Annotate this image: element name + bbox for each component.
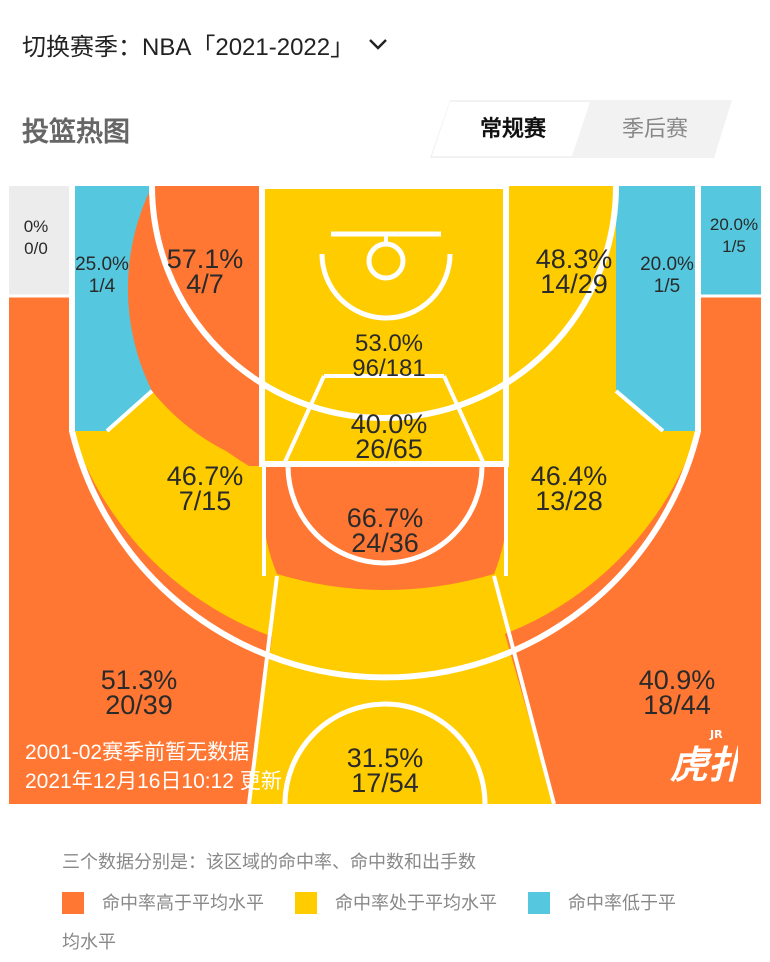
zone-made-att: 0/0 bbox=[24, 239, 48, 258]
legend-item-below: 命中率低于平 bbox=[528, 886, 676, 920]
legend-label-avg: 命中率处于平均水平 bbox=[335, 893, 498, 913]
zone-pct: 57.1% bbox=[166, 244, 244, 274]
season-selector[interactable]: 切换赛季：NBA「2021-2022」 bbox=[22, 26, 388, 62]
zone-pct: 46.7% bbox=[166, 461, 244, 491]
tab-playoffs[interactable]: 季后赛 bbox=[621, 116, 688, 141]
zone-pct: 25.0% bbox=[75, 254, 129, 275]
zone-pct: 48.3% bbox=[535, 244, 613, 274]
zone-free-throw-mid bbox=[263, 466, 508, 590]
update-time: 2021年12月16日10:12 更新 bbox=[25, 770, 282, 793]
zone-made-att: 96/181 bbox=[352, 355, 426, 382]
season-type-tabs: 常规赛 季后赛 bbox=[430, 100, 732, 158]
zone-made-att: 1/4 bbox=[88, 276, 116, 297]
hupu-logo: 虎扑 JR bbox=[670, 728, 738, 786]
tabs-background bbox=[430, 100, 732, 158]
zone-label-left-baseline-mid: 57.1% 4/7 bbox=[166, 244, 244, 299]
zone-label-right-corner-three: 20.0% 1/5 bbox=[710, 214, 758, 258]
svg-text:JR: JR bbox=[709, 728, 723, 741]
zone-made-att: 1/5 bbox=[722, 237, 746, 256]
zone-made-att: 26/65 bbox=[355, 434, 423, 464]
zone-made-att: 7/15 bbox=[178, 486, 232, 516]
zone-made-att: 13/28 bbox=[535, 486, 603, 516]
legend-swatch-above bbox=[62, 892, 84, 914]
chevron-down-icon bbox=[369, 39, 387, 50]
zone-pct: 31.5% bbox=[346, 743, 424, 773]
zone-pct: 46.4% bbox=[530, 461, 608, 491]
zone-label-right-baseline-mid: 48.3% 14/29 bbox=[535, 244, 613, 299]
zone-label-right-wing-deep: 20.0% 1/5 bbox=[640, 254, 694, 298]
legend-label-below-wrap: 均水平 bbox=[62, 932, 116, 952]
zone-right-corner-three bbox=[698, 186, 761, 296]
no-data-note: 2001-02赛季前暂无数据 bbox=[25, 741, 250, 764]
zone-pct: 40.0% bbox=[350, 409, 428, 439]
legend-caption: 三个数据分别是：该区域的命中率、命中数和出手数 bbox=[62, 852, 476, 872]
page-title: 投篮热图 bbox=[22, 117, 130, 147]
zone-label-free-throw-mid: 66.7% 24/36 bbox=[346, 503, 424, 558]
zone-made-att: 1/5 bbox=[653, 276, 681, 297]
zone-made-att: 20/39 bbox=[105, 690, 173, 720]
zone-made-att: 14/29 bbox=[540, 269, 608, 299]
zone-made-att: 24/36 bbox=[351, 528, 419, 558]
zone-pct: 20.0% bbox=[640, 254, 694, 275]
zone-left-corner-three bbox=[9, 186, 72, 296]
zone-label-left-elbow-mid: 46.7% 7/15 bbox=[166, 461, 244, 516]
zone-made-att: 4/7 bbox=[186, 269, 224, 299]
zone-pct: 40.9% bbox=[638, 665, 716, 695]
tab-regular-season[interactable]: 常规赛 bbox=[479, 116, 546, 141]
zone-label-left-corner-three: 0% 0/0 bbox=[24, 216, 49, 260]
zone-label-top-three: 31.5% 17/54 bbox=[346, 743, 424, 798]
zone-label-left-wing-deep: 25.0% 1/4 bbox=[75, 254, 129, 298]
zone-pct: 0% bbox=[23, 217, 49, 236]
legend-swatch-avg bbox=[295, 892, 318, 914]
zone-pct: 53.0% bbox=[354, 330, 424, 357]
zone-label-lane-top: 40.0% 26/65 bbox=[350, 409, 428, 464]
zone-label-left-three: 51.3% 20/39 bbox=[100, 665, 178, 720]
legend: 命中率高于平均水平 命中率处于平均水平 命中率低于平 均水平 bbox=[62, 886, 742, 959]
legend-item-avg: 命中率处于平均水平 bbox=[295, 886, 497, 920]
zone-pct: 66.7% bbox=[346, 503, 424, 533]
court-footnote: 2001-02赛季前暂无数据 2021年12月16日10:12 更新 bbox=[25, 738, 282, 796]
zone-label-right-elbow-mid: 46.4% 13/28 bbox=[530, 461, 608, 516]
zone-label-right-three: 40.9% 18/44 bbox=[638, 665, 716, 720]
svg-text:虎扑: 虎扑 bbox=[670, 743, 738, 786]
zone-pct: 51.3% bbox=[100, 665, 178, 695]
zone-pct: 20.0% bbox=[709, 215, 759, 234]
legend-label-above: 命中率高于平均水平 bbox=[102, 893, 264, 913]
zone-label-paint: 53.0% 96/181 bbox=[352, 331, 425, 381]
shot-heatmap-court: 0% 0/0 25.0% 1/4 57.1% 4/7 53.0% 96/181 … bbox=[9, 186, 761, 804]
zone-made-att: 17/54 bbox=[351, 768, 419, 798]
legend-swatch-below bbox=[528, 892, 551, 914]
legend-item-above: 命中率高于平均水平 bbox=[62, 886, 264, 920]
season-label: 切换赛季：NBA「2021-2022」 bbox=[22, 33, 355, 61]
zone-made-att: 18/44 bbox=[643, 690, 711, 720]
legend-label-below: 命中率低于平 bbox=[568, 893, 677, 913]
